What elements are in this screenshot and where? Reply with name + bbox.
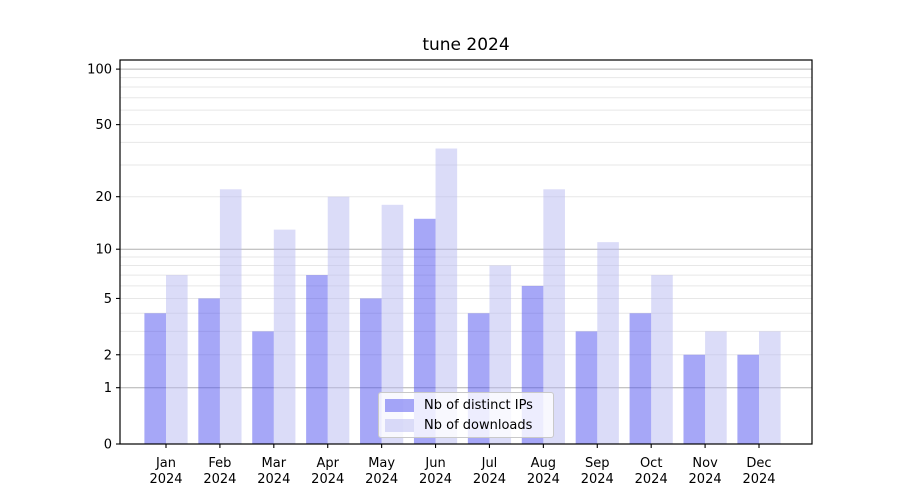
x-tick-label-year: 2024 — [257, 472, 290, 487]
legend: Nb of distinct IPs Nb of downloads — [378, 392, 554, 438]
y-tick-label: 5 — [104, 292, 112, 307]
y-tick-label: 2 — [104, 348, 112, 363]
legend-swatch-distinct-ips — [385, 398, 414, 412]
x-tick-label-month: Mar — [262, 456, 287, 471]
bar-nb-of-downloads — [597, 242, 619, 444]
y-tick-label: 50 — [95, 118, 112, 133]
x-tick-label-year: 2024 — [742, 472, 775, 487]
y-tick-label: 10 — [95, 243, 112, 258]
plot-border — [119, 59, 813, 445]
legend-swatch-downloads — [385, 418, 414, 432]
bar-nb-of-downloads — [273, 229, 296, 444]
bar-nb-of-downloads — [759, 331, 781, 444]
bar-nb-of-downloads — [219, 189, 242, 444]
chart-title: tune 2024 — [422, 35, 510, 55]
y-tick-label: 100 — [87, 63, 112, 78]
x-tick-label-month: May — [368, 456, 395, 471]
x-tick-label-month: Dec — [746, 456, 771, 471]
bar-nb-of-distinct-ips — [575, 331, 598, 444]
bar-nb-of-downloads — [543, 189, 565, 444]
bar-nb-of-distinct-ips — [252, 331, 274, 444]
y-tick-label: 1 — [104, 381, 112, 396]
x-tick-label-year: 2024 — [635, 472, 668, 487]
x-tick-label-month: Apr — [316, 456, 339, 471]
bar-nb-of-downloads — [327, 196, 350, 444]
bar-nb-of-distinct-ips — [360, 298, 382, 444]
x-tick-label-month: Aug — [531, 456, 556, 471]
x-tick-label-year: 2024 — [149, 472, 182, 487]
legend-entry-downloads: Nb of downloads — [385, 417, 545, 434]
legend-label-distinct-ips: Nb of distinct IPs — [424, 397, 533, 413]
bar-nb-of-distinct-ips — [683, 354, 706, 444]
x-tick-label-year: 2024 — [689, 472, 722, 487]
x-tick-label-year: 2024 — [203, 472, 236, 487]
bar-nb-of-downloads — [651, 275, 673, 444]
bar-nb-of-distinct-ips — [198, 298, 220, 444]
x-tick-label-month: Nov — [692, 456, 718, 471]
legend-entry-distinct-ips: Nb of distinct IPs — [385, 397, 545, 414]
bar-nb-of-distinct-ips — [306, 275, 328, 444]
x-tick-label-month: Feb — [208, 456, 231, 471]
x-tick-label-year: 2024 — [365, 472, 398, 487]
x-tick-label-year: 2024 — [311, 472, 344, 487]
x-tick-label-month: Jan — [155, 456, 176, 471]
bar-nb-of-distinct-ips — [737, 354, 759, 444]
x-tick-label-month: Jun — [424, 456, 445, 471]
bar-nb-of-downloads — [435, 148, 458, 445]
y-tick-label: 0 — [104, 438, 112, 453]
bar-nb-of-distinct-ips — [413, 218, 436, 444]
bar-nb-of-downloads — [705, 331, 727, 444]
bar-nb-of-downloads — [381, 204, 404, 444]
x-tick-label-year: 2024 — [527, 472, 560, 487]
x-tick-label-year: 2024 — [581, 472, 614, 487]
x-tick-label-month: Sep — [585, 456, 610, 471]
bar-nb-of-distinct-ips — [144, 313, 166, 444]
x-tick-label-year: 2024 — [419, 472, 452, 487]
x-tick-label-month: Oct — [640, 456, 662, 471]
x-tick-label-year: 2024 — [473, 472, 506, 487]
legend-label-downloads: Nb of downloads — [424, 417, 533, 433]
bar-nb-of-distinct-ips — [629, 313, 652, 444]
x-tick-label-month: Jul — [481, 456, 498, 471]
y-tick-label: 20 — [95, 190, 112, 205]
bar-nb-of-downloads — [166, 275, 188, 444]
